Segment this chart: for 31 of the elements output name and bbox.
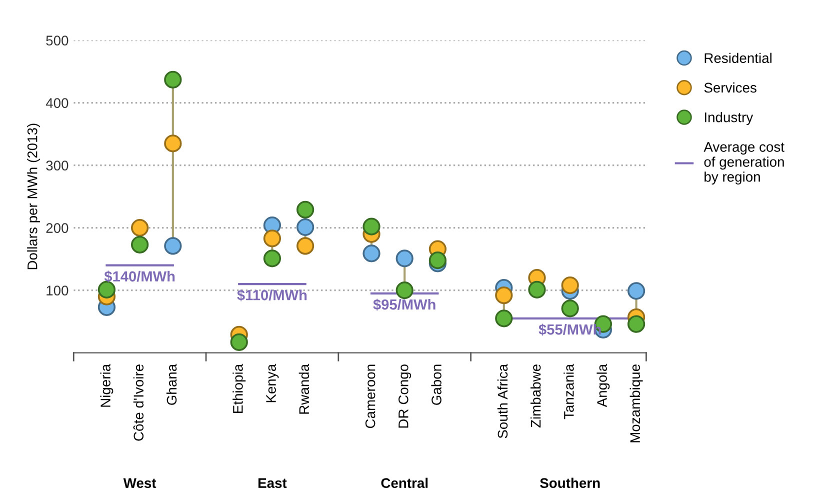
annotation: $95/MWh <box>373 298 436 311</box>
x-tick-label: Cameroon <box>365 364 376 428</box>
y-axis-title: Dollars per MWh (2013) <box>27 124 40 270</box>
annotation: $140/MWh <box>104 270 175 283</box>
x-tick-label: Gabon <box>431 364 442 405</box>
y-tick-label: 500 <box>46 36 68 46</box>
y-tick-label: 400 <box>46 98 68 108</box>
x-tick-label: Kenya <box>266 364 279 402</box>
x-tick-label: Ethiopia <box>232 364 246 413</box>
y-tick-label: 100 <box>46 286 68 296</box>
text: East <box>258 478 287 488</box>
y-tick-label: 200 <box>46 223 68 233</box>
legend-label: Average cost of generation by region <box>704 142 784 185</box>
x-tick-label: Nigeria <box>100 364 114 407</box>
annotation: $110/MWh <box>237 289 307 302</box>
legend-label: Residential <box>704 52 772 64</box>
x-tick-label: Rwanda <box>298 364 310 414</box>
text: Central <box>381 478 428 488</box>
text: Southern <box>540 478 600 488</box>
x-tick-label: DR Congo <box>398 364 412 428</box>
x-tick-label: Côte d'Ivoire <box>133 364 144 441</box>
text: West <box>123 478 156 488</box>
x-tick-label: Angola <box>596 364 610 408</box>
legend-label: Services <box>704 82 756 93</box>
y-tick-label: 300 <box>46 160 68 170</box>
x-tick-label: South Africa <box>497 364 508 438</box>
legend-label: Industry <box>704 112 754 125</box>
x-tick-label: Ghana <box>166 364 177 405</box>
x-tick-label: Zimbabwe <box>530 364 541 428</box>
x-tick-label: Mozambique <box>630 364 643 442</box>
x-tick-label: Tanzania <box>564 364 574 420</box>
